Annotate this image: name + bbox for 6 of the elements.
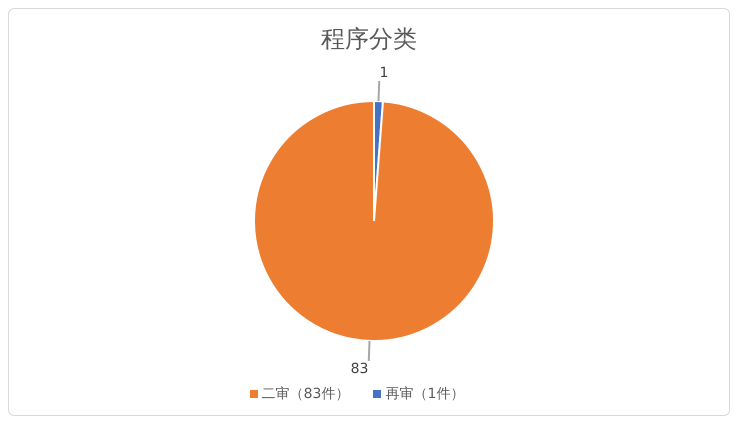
pie-slice [253, 100, 495, 342]
data-label: 83 [350, 360, 368, 377]
legend-label: 二审（83件） [262, 386, 350, 402]
chart-title: 程序分类 [320, 24, 418, 55]
legend-label: 再审（1件） [385, 386, 464, 402]
data-label: 1 [380, 65, 388, 82]
